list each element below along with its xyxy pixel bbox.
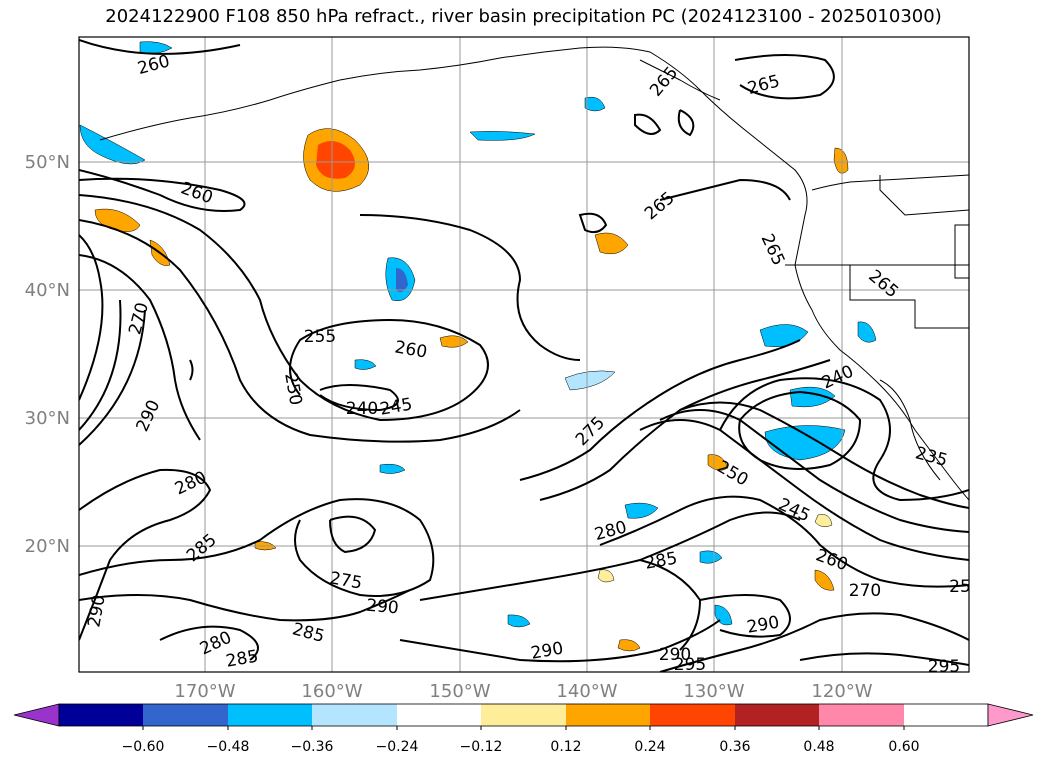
negative-patch: [759, 324, 809, 347]
positive-patch: [594, 232, 629, 255]
contour-label: 285: [643, 548, 678, 573]
negative-patch: [379, 463, 406, 474]
positive-patch: [833, 147, 849, 174]
positive-patch: [814, 569, 835, 591]
lat-label: 50°N: [25, 152, 70, 173]
positive-patch: [617, 639, 641, 652]
lon-label: 170°W: [174, 681, 235, 702]
gridlines: [79, 37, 969, 672]
colorbar-tick-label: 0.48: [803, 739, 834, 755]
contour-label: 25: [949, 577, 971, 597]
lon-label: 120°W: [811, 681, 872, 702]
contour-label: 290: [365, 596, 399, 619]
contour-label: 260: [393, 337, 428, 362]
lon-label: 160°W: [301, 681, 362, 702]
colorbar-cell: [566, 704, 650, 726]
colorbar-cell: [143, 704, 228, 726]
precipitation-shading: [79, 41, 877, 652]
colorbar-tick-label: 0.12: [550, 739, 581, 755]
colorbar: −0.60 −0.48 −0.36 −0.24 −0.12 0.12 0.24 …: [13, 703, 1034, 755]
contour-label: 285: [183, 530, 221, 566]
contour-label: 275: [328, 568, 363, 593]
contour-label: 265: [641, 188, 679, 224]
lon-label: 150°W: [429, 681, 490, 702]
contour-label: 290: [745, 612, 780, 637]
colorbar-cell: [819, 704, 904, 726]
longitude-labels: 170°W 160°W 150°W 140°W 130°W 120°W: [174, 681, 872, 702]
colorbar-cell: [650, 704, 735, 726]
positive-patch-core: [316, 141, 355, 179]
colorbar-cell: [228, 704, 312, 726]
refractivity-contours: [79, 39, 969, 672]
negative-patch: [699, 550, 723, 564]
negative-patch: [139, 41, 173, 54]
colorbar-tick-label: −0.12: [460, 739, 503, 755]
colorbar-cell: [59, 704, 143, 726]
colorbar-cell: [481, 704, 566, 726]
lat-label: 40°N: [25, 280, 70, 301]
negative-patch: [564, 370, 616, 391]
colorbar-cell: [397, 704, 481, 726]
positive-patch: [94, 208, 141, 232]
negative-patch: [507, 614, 531, 628]
lon-label: 130°W: [683, 681, 744, 702]
colorbar-tick-label: 0.24: [634, 739, 665, 755]
contour-label: 290: [529, 638, 564, 663]
contour-label: 255: [304, 327, 336, 347]
contour-label: 245: [378, 394, 413, 419]
positive-patch: [439, 335, 469, 348]
positive-patch: [814, 514, 833, 528]
colorbar-tick-label: −0.36: [291, 739, 334, 755]
contour-label: 290: [84, 593, 109, 628]
negative-patch: [469, 131, 536, 141]
colorbar-extend-low: [13, 703, 60, 727]
contour-label: 295: [928, 657, 960, 677]
contour-label: 270: [849, 581, 881, 601]
colorbar-tick-label: −0.48: [207, 739, 250, 755]
contour-label: 285: [224, 646, 259, 671]
colorbar-tick-label: 0.60: [888, 739, 919, 755]
contour-labels: 260 265 265 260 265 265 265 270 255 260 …: [84, 51, 970, 677]
contour-label: 240: [819, 362, 857, 394]
positive-patch: [597, 569, 615, 583]
colorbar-cell: [312, 704, 397, 726]
negative-patch: [624, 502, 659, 519]
colorbar-tick-label: −0.24: [376, 739, 419, 755]
colorbar-tick-label: 0.36: [719, 739, 750, 755]
positive-patch: [707, 454, 729, 471]
contour-label: 260: [135, 51, 172, 79]
colorbar-cell: [735, 704, 819, 726]
contour-label: 265: [745, 71, 782, 99]
latitude-labels: 50°N 40°N 30°N 20°N: [25, 152, 70, 557]
lat-label: 20°N: [25, 536, 70, 557]
contour-label: 235: [913, 443, 950, 471]
contour-label: 270: [125, 300, 153, 337]
contour-label: 290: [659, 645, 691, 665]
contour-label: 265: [646, 63, 682, 101]
contour-label: 280: [172, 468, 210, 500]
contour-label: 285: [290, 619, 327, 647]
colorbar-tick-label: −0.60: [122, 739, 165, 755]
contour-label: 290: [133, 397, 165, 435]
contour-label: 250: [280, 371, 305, 406]
negative-patch: [857, 321, 877, 343]
negative-patch: [584, 96, 606, 112]
negative-patch: [354, 359, 377, 370]
colorbar-extend-high: [987, 703, 1034, 727]
contour-label: 265: [757, 231, 789, 269]
contour-label: 280: [592, 517, 629, 545]
map-title: 2024122900 F108 850 hPa refract., river …: [105, 6, 942, 27]
contour-label: 265: [864, 266, 902, 302]
negative-patch: [79, 124, 146, 165]
negative-patch-core: [396, 268, 408, 293]
plot-frame: [78, 36, 970, 673]
coastlines: [99, 46, 969, 501]
contour-label: 295: [674, 655, 706, 675]
lat-label: 30°N: [25, 408, 70, 429]
lon-label: 140°W: [556, 681, 617, 702]
negative-patch: [764, 425, 846, 461]
contour-label: 240: [346, 399, 378, 419]
